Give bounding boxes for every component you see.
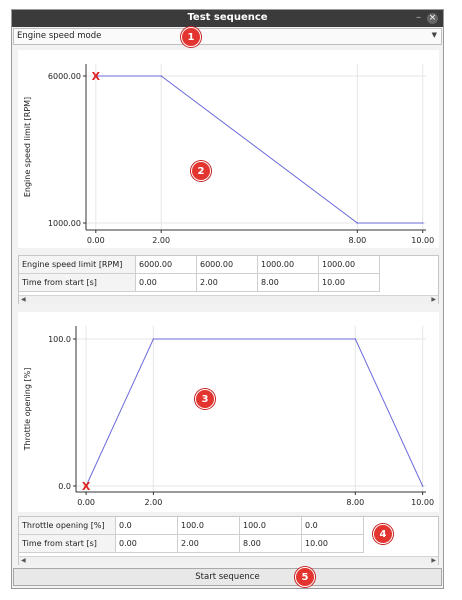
data-point xyxy=(356,222,359,224)
table-cell[interactable]: 10.00 xyxy=(302,535,364,553)
data-point xyxy=(85,485,87,487)
row-header: Throttle opening [%] xyxy=(19,517,116,535)
throttle-chart: 0.00 2.00 8.00 10.00 0.0 100.0 Time from start… xyxy=(18,312,439,512)
title-bar: Test sequence – × xyxy=(12,10,443,27)
selected-point-marker: X xyxy=(92,70,101,83)
data-point xyxy=(95,75,97,77)
annotation-badge-4: 4 xyxy=(373,524,393,544)
throttle-chart-svg: 0.00 2.00 8.00 10.00 0.0 100.0 Time from start… xyxy=(23,326,434,512)
table-cell[interactable]: 0.00 xyxy=(136,274,197,292)
annotation-badge-2: 2 xyxy=(191,161,211,181)
table-cell[interactable]: 1000.00 xyxy=(319,256,380,274)
x-tick-label: 10.00 xyxy=(411,236,434,245)
x-tick-label: 0.00 xyxy=(77,498,95,507)
table-cell[interactable]: 0.00 xyxy=(116,535,178,553)
test-sequence-window: Test sequence – × Engine speed mode ▼ 0.… xyxy=(11,9,444,589)
y-axis-label: Throttle opening [%] xyxy=(23,368,32,452)
scroll-right-icon[interactable]: ▶ xyxy=(431,296,436,303)
data-point xyxy=(421,222,424,224)
table-cell[interactable]: 6000.00 xyxy=(197,256,258,274)
x-tick-label: 10.00 xyxy=(411,498,434,507)
mode-select[interactable]: Engine speed mode ▼ xyxy=(13,28,442,45)
table-cell[interactable]: 100.0 xyxy=(240,517,302,535)
x-tick-label: 0.00 xyxy=(87,236,105,245)
selected-point-marker: X xyxy=(82,480,91,493)
table-cell[interactable]: 8.00 xyxy=(240,535,302,553)
table-cell[interactable]: 2.00 xyxy=(197,274,258,292)
table-cell[interactable]: 100.0 xyxy=(178,517,240,535)
series-line xyxy=(85,338,424,487)
y-tick-label: 100.0 xyxy=(48,335,71,344)
table-cell[interactable]: 1000.00 xyxy=(258,256,319,274)
data-point xyxy=(354,338,357,340)
table-cell[interactable]: 0.0 xyxy=(116,517,178,535)
x-axis-label: Time from start [s] xyxy=(213,511,289,512)
table-cell[interactable]: 10.00 xyxy=(319,274,380,292)
window-title: Test sequence xyxy=(187,12,268,23)
engine-speed-table: Engine speed limit [RPM] 6000.00 6000.00 10… xyxy=(18,255,439,304)
annotation-badge-1: 1 xyxy=(181,27,201,47)
scroll-right-icon[interactable]: ▶ xyxy=(431,557,436,564)
annotation-badge-3: 3 xyxy=(195,389,215,409)
close-icon[interactable]: × xyxy=(427,13,438,24)
annotation-badge-5: 5 xyxy=(295,567,315,587)
table2-scrollbar[interactable]: ◀ ▶ xyxy=(19,556,438,565)
data-point xyxy=(421,485,424,487)
y-axis-label: Engine speed limit [RPM] xyxy=(23,97,32,197)
data-point xyxy=(160,75,162,77)
x-tick-label: 2.00 xyxy=(152,236,170,245)
table-cell[interactable]: 6000.00 xyxy=(136,256,197,274)
data-point xyxy=(152,338,155,340)
y-tick-label: 1000.00 xyxy=(48,219,81,228)
y-tick-label: 6000.00 xyxy=(48,72,81,81)
dropdown-arrow-icon: ▼ xyxy=(431,31,437,39)
scroll-left-icon[interactable]: ◀ xyxy=(21,557,26,564)
row-header: Time from start [s] xyxy=(19,535,116,553)
series-line xyxy=(95,75,423,224)
start-sequence-button[interactable]: Start sequence xyxy=(13,568,442,586)
row-header: Time from start [s] xyxy=(19,274,136,292)
table1-scrollbar[interactable]: ◀ ▶ xyxy=(19,295,438,304)
x-tick-label: 2.00 xyxy=(144,498,162,507)
row-header: Engine speed limit [RPM] xyxy=(19,256,136,274)
table-cell[interactable]: 8.00 xyxy=(258,274,319,292)
throttle-table: Throttle opening [%] 0.0 100.0 100.0 0.0 Time… xyxy=(18,516,439,565)
table-cell[interactable]: 2.00 xyxy=(178,535,240,553)
y-tick-label: 0.0 xyxy=(58,482,71,491)
x-tick-label: 8.00 xyxy=(348,236,366,245)
mode-select-value: Engine speed mode xyxy=(17,31,102,41)
table-cell[interactable]: 0.0 xyxy=(302,517,364,535)
minimize-icon[interactable]: – xyxy=(416,12,421,23)
x-tick-label: 8.00 xyxy=(346,498,364,507)
scroll-left-icon[interactable]: ◀ xyxy=(21,296,26,303)
